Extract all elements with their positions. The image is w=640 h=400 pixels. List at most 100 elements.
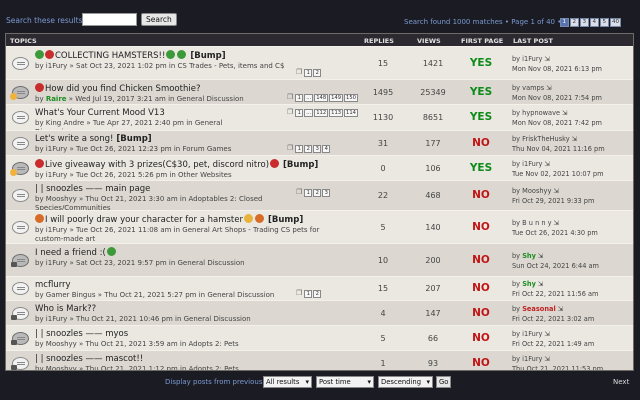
last-post: by vamps ⇲ Mon Nov 08, 2021 7:54 pm (512, 83, 632, 103)
replies-count: 5 (380, 222, 386, 232)
topic-title-link[interactable]: | | snoozles —— myos (35, 329, 129, 339)
meta-text: by i1Fury » Sat Oct 23, 2021 9:57 pm in … (35, 259, 245, 267)
search-button[interactable]: Search (141, 13, 177, 26)
pages-icon: ❐ (296, 68, 303, 76)
page-link[interactable]: 1 (560, 18, 569, 27)
search-input[interactable] (82, 13, 137, 26)
view-latest-icon[interactable]: ⇲ (557, 304, 564, 313)
go-button[interactable]: Go (436, 376, 452, 388)
topic-title-link[interactable]: mcflurry (35, 280, 71, 290)
topic-page-link[interactable]: 3 (313, 145, 322, 153)
topic-page-link[interactable]: 1 (304, 69, 313, 77)
col-replies: REPLIES (364, 37, 394, 45)
topic-title-link[interactable]: I need a friend :( (35, 248, 106, 258)
meta-text: by Mooshyy » Thu Oct 21, 2021 3:59 am in… (35, 340, 239, 348)
page-link[interactable]: 5 (600, 18, 609, 27)
topic-page-link[interactable]: 113 (329, 109, 344, 117)
topic-row: I will poorly draw your character for a … (6, 210, 633, 243)
emoji-icon (45, 50, 54, 59)
topic-page-link[interactable]: 112 (314, 109, 329, 117)
view-latest-icon[interactable]: ⇲ (544, 159, 551, 168)
topic-title-link[interactable]: How did you find Chicken Smoothie? (45, 84, 201, 94)
topic-page-link[interactable]: 1 (304, 290, 313, 298)
last-post-author-link[interactable]: by B u n n y (512, 218, 552, 227)
page-link[interactable]: 40 (610, 18, 622, 27)
topic-page-link[interactable]: 1 (295, 94, 304, 102)
topic-title-link[interactable]: Live giveaway with 3 prizes(C$30, pet, d… (45, 160, 270, 170)
next-page-link[interactable]: Next (613, 378, 630, 386)
view-latest-icon[interactable]: ⇲ (538, 280, 544, 288)
topic-page-link[interactable]: 2 (304, 145, 313, 153)
topic-page-link[interactable]: 114 (344, 109, 358, 117)
topic-pagination: ❐ 1 2 (295, 68, 322, 77)
topic-title-link[interactable]: | | snoozles —— main page (35, 184, 151, 194)
last-post-author-link[interactable]: by Mooshyy (512, 187, 552, 195)
topic-pagination: ❐ 1... 148 149 150 (286, 94, 358, 102)
view-latest-icon[interactable]: ⇲ (562, 109, 568, 117)
page-link[interactable]: 2 (570, 18, 579, 27)
last-post-author-link[interactable]: by i1Fury (512, 329, 543, 338)
topic-page-link[interactable]: ... (304, 94, 314, 102)
topic-title-link[interactable]: Who is Mark?? (35, 304, 97, 314)
view-latest-icon[interactable]: ⇲ (571, 134, 578, 143)
view-latest-icon[interactable]: ⇲ (544, 355, 551, 363)
topic-page-link[interactable]: 150 (344, 94, 358, 102)
topic-page-link[interactable]: 1 (304, 189, 313, 197)
filter-select[interactable]: All results (263, 376, 312, 388)
sort-order-select[interactable]: Descending (378, 376, 433, 388)
col-views: VIEWS (417, 37, 441, 45)
view-latest-icon[interactable]: ⇲ (553, 187, 560, 195)
last-post-author-link[interactable]: Shy (522, 280, 536, 288)
topic-meta: by i1Fury » Sat Oct 23, 2021 1:02 pm in … (35, 62, 335, 71)
topic-page-link[interactable]: 2 (313, 189, 322, 197)
topic-page-link[interactable]: 149 (329, 94, 344, 102)
views-count: 147 (425, 308, 441, 318)
topic-page-link[interactable]: 2 (313, 69, 322, 77)
topic-page-link[interactable]: 3 (322, 189, 331, 197)
last-post-author-link[interactable]: by hypnowave (512, 109, 561, 117)
last-post: by Seasonal ⇲ Fri Oct 22, 2021 3:02 am (512, 304, 632, 324)
topic-title-link[interactable]: I will poorly draw your character for a … (45, 215, 243, 225)
topic-status-icon (10, 85, 32, 101)
page-link[interactable]: 3 (580, 18, 589, 27)
search-found-text: Search found 1000 matches • Page 1 of 40… (404, 18, 562, 26)
view-latest-icon[interactable]: ⇲ (546, 83, 552, 92)
emoji-icon (166, 50, 176, 59)
page-link[interactable]: 4 (590, 18, 599, 27)
pagination: 1 2 3 4 5 40 (560, 18, 622, 27)
topic-page-link[interactable]: 2 (313, 290, 322, 298)
topic-title-link[interactable]: COLLECTING HAMSTERS!! (55, 51, 166, 61)
last-post-author-link[interactable]: by i1Fury (512, 355, 543, 363)
last-post-time: Fri Oct 22, 2021 11:56 am (512, 290, 599, 298)
meta-rest: » Wed Jul 19, 2017 3:21 am in General Di… (66, 95, 244, 103)
view-latest-icon[interactable]: ⇲ (538, 251, 544, 260)
last-post-author-link[interactable]: Seasonal (522, 304, 556, 313)
view-latest-icon[interactable]: ⇲ (544, 54, 551, 63)
topic-author-link[interactable]: Raire (45, 95, 67, 103)
views-count: 468 (425, 191, 441, 200)
topic-title-link[interactable]: | | snoozles —— mascot!! (35, 354, 144, 364)
last-post-author-link[interactable]: Shy (522, 251, 536, 260)
last-post-author-link[interactable]: by i1Fury (512, 54, 543, 63)
last-post-author-link[interactable]: by FriskTheHusky (512, 134, 570, 143)
topic-page-link[interactable]: 1 (295, 145, 304, 153)
topic-page-link[interactable]: 4 (322, 145, 331, 153)
replies-count: 0 (380, 163, 386, 173)
last-post-author-link[interactable]: by i1Fury (512, 159, 543, 168)
topic-title-link[interactable]: Let's write a song! (35, 134, 114, 144)
topic-page-link[interactable]: 1 (295, 109, 304, 117)
replies-count: 31 (377, 138, 389, 148)
view-latest-icon[interactable]: ⇲ (544, 329, 551, 338)
topic-suffix: [Bump] (267, 215, 304, 225)
sort-by-select[interactable]: Post time (316, 376, 374, 388)
topic-page-link[interactable]: ... (304, 109, 314, 117)
topic-title-link[interactable]: What's Your Current Mood V13 (35, 108, 165, 118)
last-post-author-link[interactable]: by vamps (512, 83, 545, 92)
emoji-icon (35, 159, 44, 168)
replies-count: 15 (377, 284, 389, 293)
replies-count: 1130 (372, 113, 394, 122)
first-page-status: NO (472, 136, 490, 149)
topic-page-link[interactable]: 148 (314, 94, 329, 102)
view-latest-icon[interactable]: ⇲ (553, 218, 560, 227)
col-topics: TOPICS (10, 37, 37, 45)
